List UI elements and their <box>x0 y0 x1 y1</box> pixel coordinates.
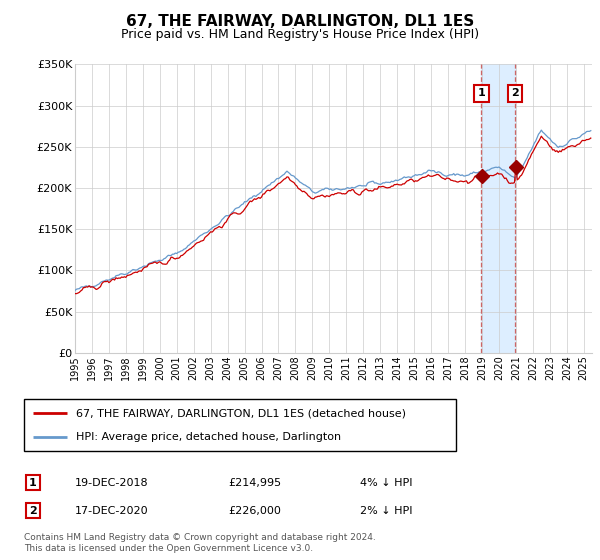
Text: HPI: Average price, detached house, Darlington: HPI: Average price, detached house, Darl… <box>76 432 341 442</box>
Text: Price paid vs. HM Land Registry's House Price Index (HPI): Price paid vs. HM Land Registry's House … <box>121 28 479 41</box>
Bar <box>481 64 515 353</box>
Text: 1: 1 <box>29 478 37 488</box>
Text: 2: 2 <box>29 506 37 516</box>
Text: 1: 1 <box>478 88 485 98</box>
Text: 67, THE FAIRWAY, DARLINGTON, DL1 1ES: 67, THE FAIRWAY, DARLINGTON, DL1 1ES <box>126 14 474 29</box>
Text: £214,995: £214,995 <box>228 478 281 488</box>
Text: 2% ↓ HPI: 2% ↓ HPI <box>360 506 413 516</box>
Text: 19-DEC-2018: 19-DEC-2018 <box>75 478 149 488</box>
Text: 2: 2 <box>511 88 519 98</box>
Text: £226,000: £226,000 <box>228 506 281 516</box>
FancyBboxPatch shape <box>24 399 456 451</box>
Text: 67, THE FAIRWAY, DARLINGTON, DL1 1ES (detached house): 67, THE FAIRWAY, DARLINGTON, DL1 1ES (de… <box>76 408 406 418</box>
Text: Contains HM Land Registry data © Crown copyright and database right 2024.
This d: Contains HM Land Registry data © Crown c… <box>24 533 376 553</box>
Text: 4% ↓ HPI: 4% ↓ HPI <box>360 478 413 488</box>
Text: 17-DEC-2020: 17-DEC-2020 <box>75 506 149 516</box>
